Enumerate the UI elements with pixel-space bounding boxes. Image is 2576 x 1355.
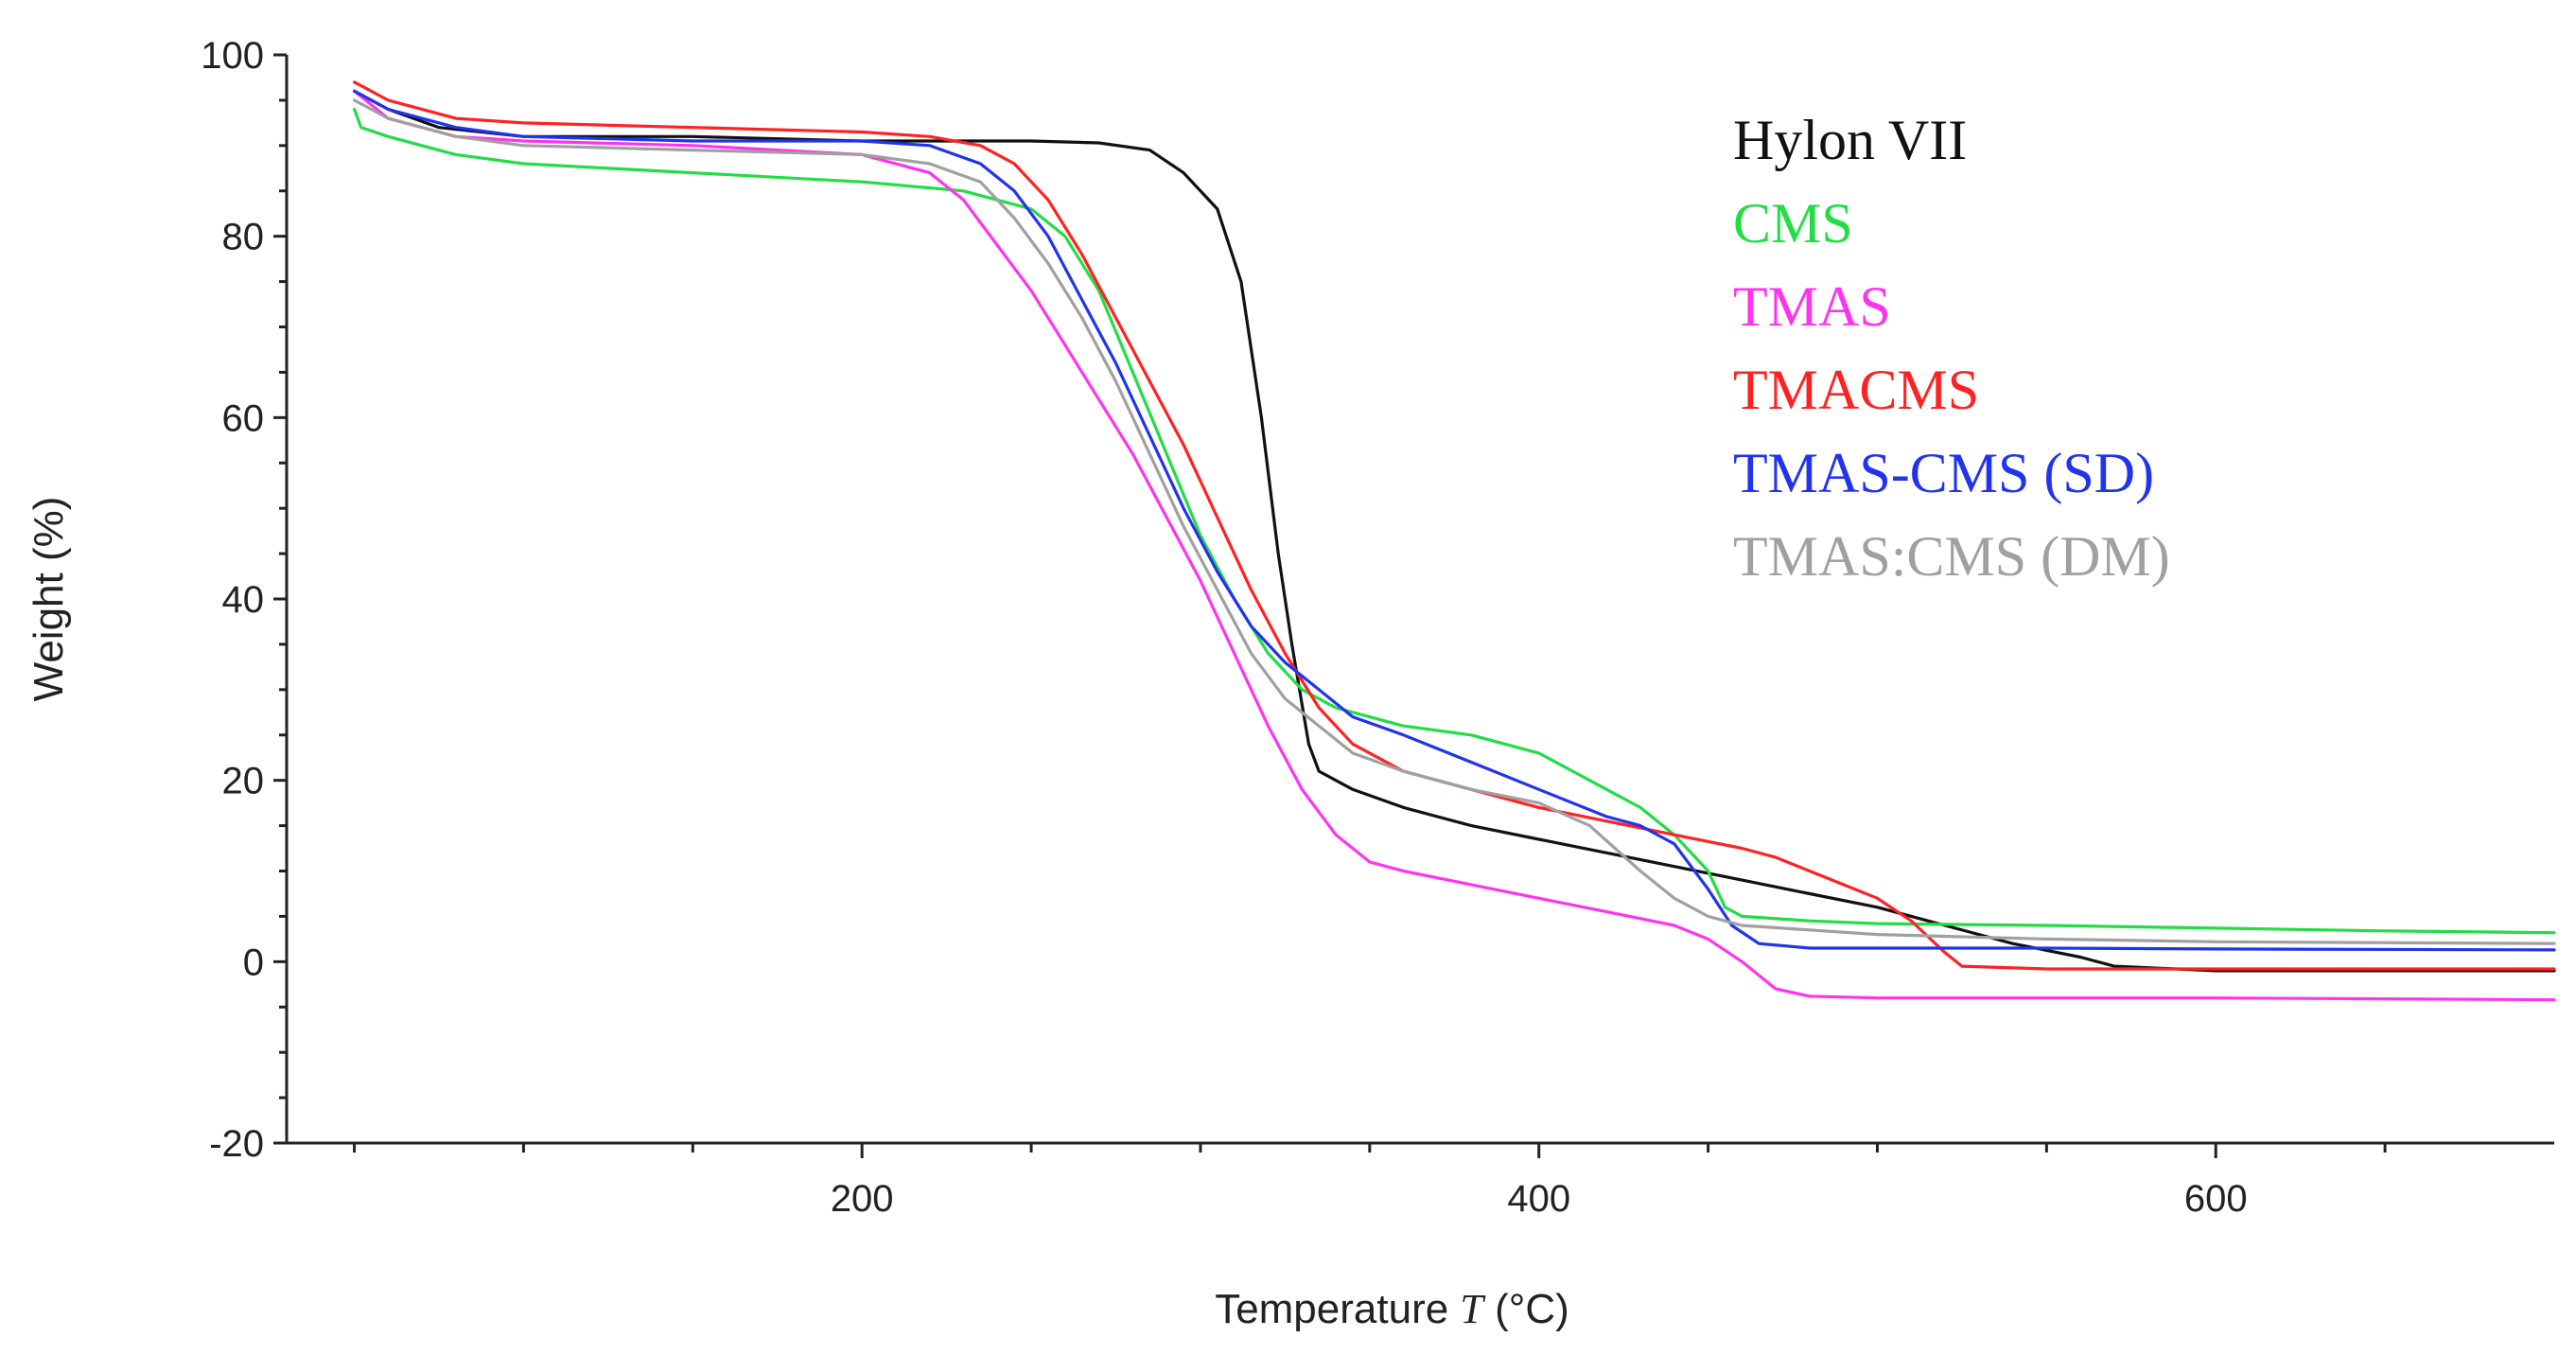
series-line-tmas xyxy=(353,89,2556,1002)
x-axis-title-suffix: (°C) xyxy=(1483,1286,1569,1332)
y-tick-label: -20 xyxy=(209,1123,264,1165)
axes-layer xyxy=(285,55,2554,1145)
y-tick-label: 100 xyxy=(201,35,264,77)
y-tick-label: 60 xyxy=(222,397,265,439)
legend: Hylon VII CMS TMAS TMACMS TMAS-CMS (SD) TMAS:… xyxy=(1733,109,2170,588)
y-tick-label: 0 xyxy=(243,941,264,983)
legend-entry: CMS xyxy=(1733,192,1853,255)
x-axis-title: Temperature T (°C) xyxy=(1215,1286,1569,1332)
legend-entry: TMAS xyxy=(1733,275,1891,338)
x-tick-label: 400 xyxy=(1507,1178,1570,1220)
legend-entry: TMACMS xyxy=(1733,359,1979,421)
x-axis-title-prefix: Temperature xyxy=(1215,1286,1460,1332)
legend-entry: TMAS-CMS (SD) xyxy=(1733,442,2154,504)
x-axis-title-variable: T xyxy=(1460,1286,1486,1332)
y-tick-label: 40 xyxy=(222,579,265,621)
series-layer xyxy=(353,80,2556,1002)
series-line-tmas-cms-dm xyxy=(353,98,2556,945)
series-line-tmas-cms-sd xyxy=(353,89,2556,952)
y-axis-title: Weight (%) xyxy=(26,497,72,702)
y-tick-label: 20 xyxy=(222,761,265,802)
series-line-tmacms xyxy=(353,80,2556,971)
series-line-hylon-vii xyxy=(353,89,2556,973)
legend-entry: TMAS:CMS (DM) xyxy=(1733,525,2170,588)
series-line-cms xyxy=(353,107,2556,935)
y-tick-label: 80 xyxy=(222,217,265,258)
ticks-layer: -20 0 20 40 60 80 100 200 400 600 xyxy=(201,35,2387,1220)
x-tick-label: 600 xyxy=(2184,1178,2248,1220)
legend-entry: Hylon VII xyxy=(1733,109,1967,171)
x-tick-label: 200 xyxy=(831,1178,894,1220)
